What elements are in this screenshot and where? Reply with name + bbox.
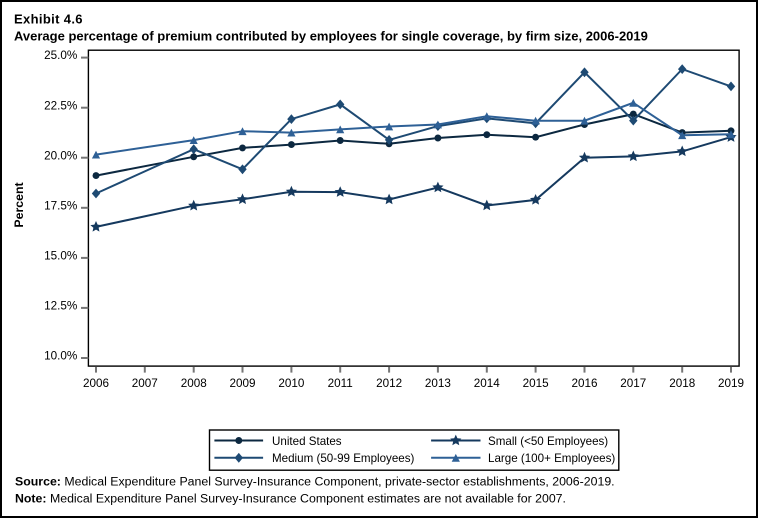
svg-text:2019: 2019 (718, 377, 744, 390)
svg-text:United States: United States (272, 435, 342, 448)
svg-text:Source: Medical Expenditure Pa: Source: Medical Expenditure Panel Survey… (15, 475, 615, 489)
svg-text:2017: 2017 (620, 377, 646, 390)
svg-text:15.0%: 15.0% (44, 250, 77, 263)
svg-text:Average percentage of premium: Average percentage of premium contribute… (14, 28, 648, 43)
svg-text:22.5%: 22.5% (44, 99, 77, 112)
svg-text:17.5%: 17.5% (44, 199, 77, 212)
svg-text:Exhibit 4.6: Exhibit 4.6 (14, 12, 83, 27)
svg-text:20.0%: 20.0% (44, 149, 77, 162)
svg-text:2016: 2016 (571, 377, 597, 390)
svg-text:2009: 2009 (229, 377, 255, 390)
svg-text:2012: 2012 (376, 377, 402, 390)
svg-text:10.0%: 10.0% (44, 350, 77, 363)
svg-text:Large (100+ Employees): Large (100+ Employees) (488, 452, 615, 465)
svg-text:2018: 2018 (669, 377, 695, 390)
svg-text:2013: 2013 (425, 377, 451, 390)
svg-text:2007: 2007 (132, 377, 158, 390)
svg-text:Percent: Percent (12, 182, 26, 227)
svg-text:2008: 2008 (181, 377, 207, 390)
svg-text:Medium (50-99 Employees): Medium (50-99 Employees) (272, 452, 415, 465)
svg-text:Small (<50 Employees): Small (<50 Employees) (488, 435, 608, 448)
svg-text:2006: 2006 (83, 377, 109, 390)
svg-text:12.5%: 12.5% (44, 300, 77, 313)
svg-text:2010: 2010 (278, 377, 305, 390)
svg-text:2015: 2015 (523, 377, 550, 390)
svg-text:25.0%: 25.0% (44, 49, 77, 62)
svg-text:2011: 2011 (328, 377, 353, 390)
svg-text:Note: Medical Expenditure Pane: Note: Medical Expenditure Panel Survey-I… (15, 491, 566, 505)
svg-text:2014: 2014 (474, 377, 501, 390)
